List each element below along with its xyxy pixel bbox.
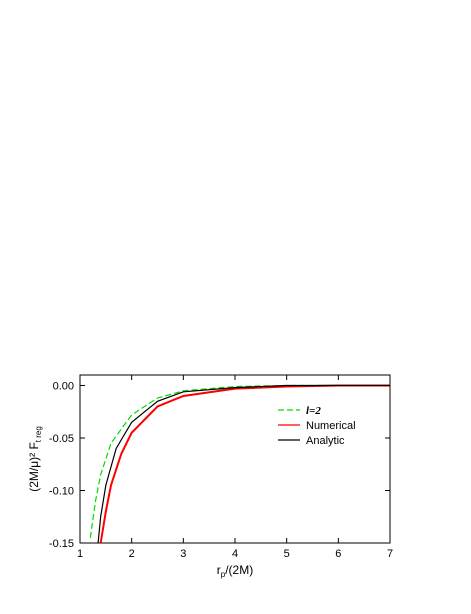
y-tick-label: -0.05 [49,433,74,445]
x-label-tail: /(2M) [225,563,253,577]
x-label-main: r [217,563,221,577]
data-line [89,384,390,538]
y-tick-label: -0.15 [49,538,74,550]
plot-frame [79,374,391,544]
y-tick-label: 0.00 [53,381,74,393]
y-tick-label: -0.10 [49,486,74,498]
legend-label: l=2 [306,405,321,417]
legend-label: Analytic [306,435,345,447]
y-label-sub: t reg [34,426,43,442]
y-axis-label: (2M/μ)² Ft reg [27,426,43,492]
x-label-sub: p [221,570,226,579]
legend-label: Numerical [306,420,356,432]
x-tick-label: 2 [129,548,135,560]
x-tick-label: 1 [77,548,83,560]
data-line [99,384,390,544]
x-tick-label: 5 [284,548,290,560]
data-line [97,384,390,544]
x-tick-label: 7 [387,548,393,560]
x-tick-label: 6 [335,548,341,560]
x-tick-label: 3 [180,548,186,560]
y-label-main: (2M/μ)² F [27,442,41,492]
x-tick-label: 4 [232,548,238,560]
x-axis-label: rp/(2M) [217,563,253,579]
